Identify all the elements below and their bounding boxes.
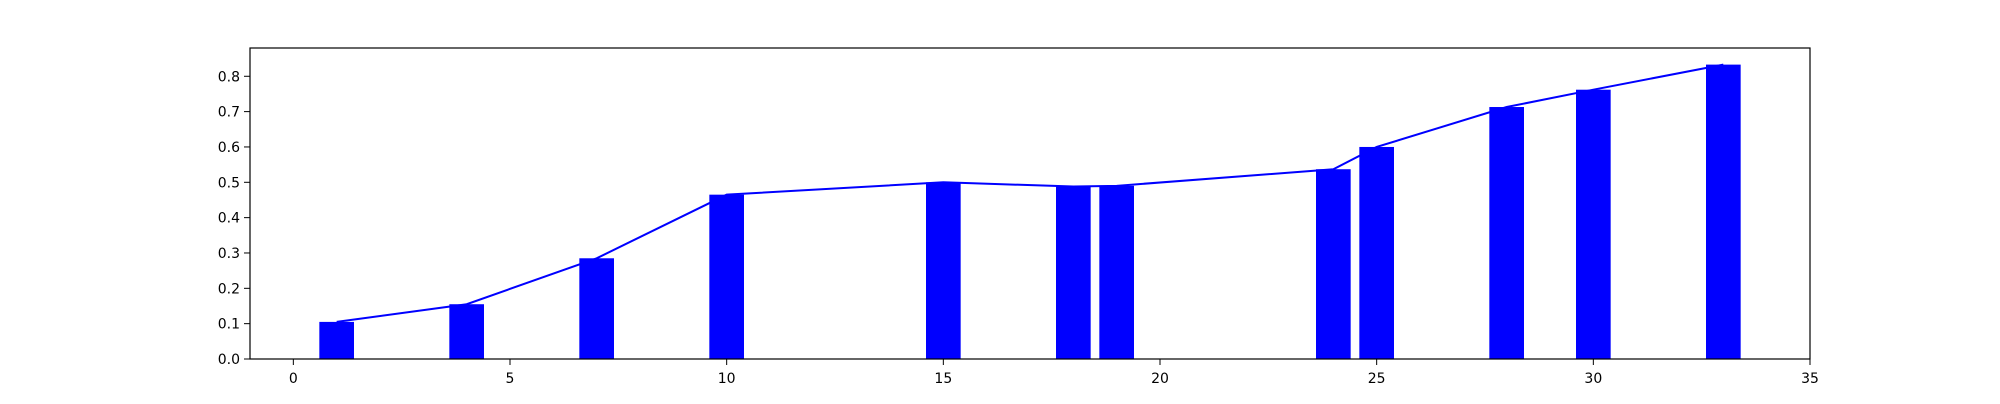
y-tick-label: 0.1 bbox=[218, 317, 240, 333]
y-tick-label: 0.6 bbox=[218, 140, 240, 156]
bar bbox=[709, 194, 744, 359]
bar bbox=[579, 258, 614, 359]
y-tick-label: 0.0 bbox=[218, 352, 240, 368]
x-tick-label: 25 bbox=[1368, 371, 1386, 387]
y-tick-label: 0.7 bbox=[218, 105, 240, 121]
y-tick-label: 0.5 bbox=[218, 175, 240, 191]
line-layer bbox=[336, 63, 1724, 323]
y-tick-label: 0.4 bbox=[218, 211, 240, 227]
plot-frame bbox=[249, 47, 1811, 360]
x-tick-label: 0 bbox=[289, 371, 298, 387]
axes-layer: 0 5 10 15 20 25 30 35 0.0 0.1 0.2 0.3 0.4 0.5 0.6 0.7 0.… bbox=[218, 47, 1819, 387]
bar bbox=[449, 304, 484, 359]
x-tick-label: 30 bbox=[1584, 371, 1602, 387]
x-tick-label: 35 bbox=[1801, 371, 1819, 387]
x-tick-label: 10 bbox=[718, 371, 736, 387]
bar bbox=[1489, 107, 1524, 359]
y-tick-label: 0.8 bbox=[218, 69, 240, 85]
x-tick-label: 20 bbox=[1151, 371, 1169, 387]
y-tick-label: 0.3 bbox=[218, 246, 240, 262]
x-tick-label: 15 bbox=[934, 371, 952, 387]
bar bbox=[1316, 169, 1351, 359]
bar bbox=[1056, 186, 1091, 359]
bar bbox=[1359, 146, 1394, 359]
bar bbox=[1576, 89, 1611, 359]
bar bbox=[1099, 185, 1134, 359]
bars-layer bbox=[319, 64, 1741, 359]
bar bbox=[926, 182, 961, 359]
y-tick-label: 0.2 bbox=[218, 281, 240, 297]
series-line bbox=[336, 63, 1724, 323]
bar bbox=[1706, 64, 1741, 359]
bar bbox=[319, 321, 354, 359]
x-tick-label: 5 bbox=[506, 371, 515, 387]
